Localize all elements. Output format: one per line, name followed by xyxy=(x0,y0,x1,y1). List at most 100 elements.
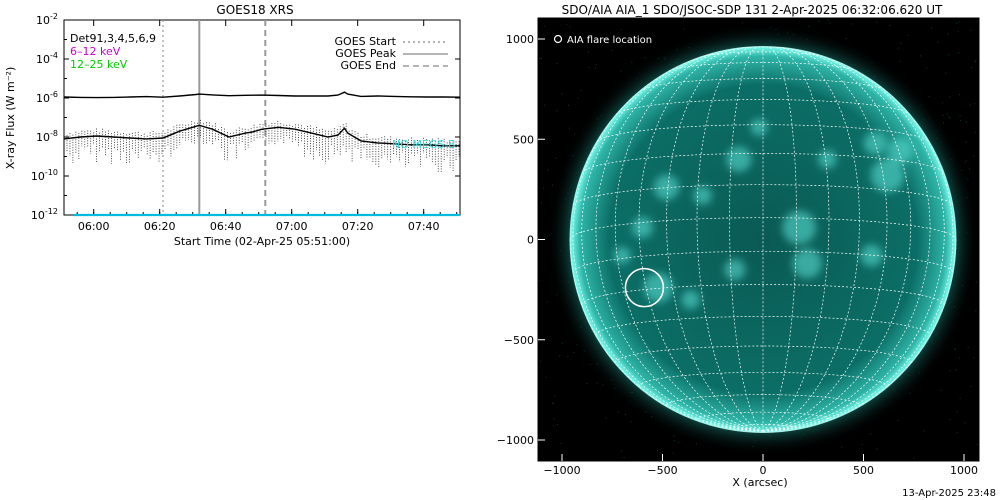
aia-noise-dot xyxy=(587,51,589,53)
aia-noise-dot xyxy=(928,96,930,98)
aia-noise-dot xyxy=(956,411,958,413)
aia-noise-dot xyxy=(620,29,622,31)
aia-noise-dot xyxy=(540,58,542,59)
aia-noise-dot xyxy=(959,115,961,117)
goes-noise-band xyxy=(63,119,460,173)
aia-noise-dot xyxy=(900,42,902,44)
aia-noise-dot xyxy=(861,444,863,446)
aia-noise-dot xyxy=(829,22,831,24)
aia-noise-dot xyxy=(561,93,563,95)
goes-xtick-label: 06:40 xyxy=(210,220,242,233)
aia-bright-region xyxy=(750,118,768,136)
goes-overlay-text: NO MEGS-B xyxy=(392,138,455,151)
aia-noise-dot xyxy=(970,29,972,31)
goes-xtick-label: 07:20 xyxy=(342,220,374,233)
goes-legend-right-label: GOES Peak xyxy=(335,47,396,60)
aia-noise-dot xyxy=(971,67,973,68)
aia-noise-dot xyxy=(949,419,951,421)
aia-bright-region xyxy=(863,131,888,156)
aia-noise-dot xyxy=(870,433,872,435)
aia-noise-dot xyxy=(577,97,579,99)
aia-noise-dot xyxy=(551,402,553,404)
aia-noise-dot xyxy=(959,357,961,359)
aia-noise-dot xyxy=(554,395,556,397)
aia-noise-dot xyxy=(623,457,625,459)
aia-noise-dot xyxy=(954,348,956,350)
aia-bright-region xyxy=(724,259,746,281)
aia-noise-dot xyxy=(959,94,961,96)
aia-noise-dot xyxy=(949,370,951,372)
aia-noise-dot xyxy=(545,376,547,378)
aia-noise-dot xyxy=(946,113,948,115)
goes-ytick-label: 10-6 xyxy=(36,90,58,105)
aia-bright-region xyxy=(643,272,674,303)
aia-noise-dot xyxy=(625,414,626,416)
goes-xtick-label: 07:40 xyxy=(408,220,440,233)
goes-legend-right-label: GOES Start xyxy=(335,35,397,48)
aia-noise-dot xyxy=(937,41,939,43)
aia-noise-dot xyxy=(965,121,967,123)
aia-noise-dot xyxy=(741,22,743,24)
aia-noise-dot xyxy=(954,349,956,351)
goes-legend-left-item: 6–12 keV xyxy=(70,45,121,58)
aia-noise-dot xyxy=(588,66,590,68)
goes-series-line-1 xyxy=(63,124,460,147)
aia-noise-dot xyxy=(631,61,633,63)
aia-noise-dot xyxy=(595,63,597,65)
goes-xlabel: Start Time (02-Apr-25 05:51:00) xyxy=(174,235,350,248)
aia-noise-dot xyxy=(949,117,951,119)
goes-plot-title: GOES18 XRS xyxy=(216,3,293,17)
aia-noise-dot xyxy=(618,411,620,413)
aia-noise-dot xyxy=(560,443,562,445)
aia-noise-dot xyxy=(567,356,569,357)
aia-noise-dot xyxy=(948,54,950,56)
goes-ytick-label: 10-2 xyxy=(36,12,58,27)
aia-noise-dot xyxy=(620,70,622,72)
goes-series-line-0 xyxy=(63,91,461,99)
aia-noise-dot xyxy=(540,360,542,362)
aia-bright-region xyxy=(631,216,653,238)
aia-bright-region xyxy=(860,244,883,267)
aia-noise-dot xyxy=(907,34,909,36)
aia-noise-dot xyxy=(845,38,847,39)
aia-noise-dot xyxy=(573,351,575,353)
aia-noise-dot xyxy=(942,114,944,116)
aia-noise-dot xyxy=(967,346,969,348)
aia-noise-dot xyxy=(553,418,555,420)
aia-noise-dot xyxy=(923,430,925,432)
aia-noise-dot xyxy=(605,417,607,419)
goes-ytick-label: 10-10 xyxy=(31,168,58,183)
aia-noise-dot xyxy=(556,424,558,426)
aia-noise-dot xyxy=(818,20,820,22)
aia-noise-dot xyxy=(552,403,554,405)
goes-xtick-label: 06:20 xyxy=(144,220,176,233)
aia-noise-dot xyxy=(959,397,961,399)
aia-noise-dot xyxy=(808,25,810,27)
aia-noise-dot xyxy=(851,23,853,25)
aia-noise-dot xyxy=(913,457,915,459)
aia-noise-dot xyxy=(620,450,622,452)
aia-noise-dot xyxy=(568,104,569,106)
aia-noise-dot xyxy=(569,127,570,129)
aia-noise-dot xyxy=(978,273,980,274)
aia-noise-dot xyxy=(976,443,978,445)
aia-noise-dot xyxy=(969,104,971,106)
aia-noise-dot xyxy=(976,281,978,283)
goes-xtick-label: 06:00 xyxy=(78,220,110,233)
aia-noise-dot xyxy=(644,57,646,59)
aia-noise-dot xyxy=(958,52,960,54)
goes-plot-frame xyxy=(63,19,461,216)
aia-bright-region xyxy=(782,210,816,245)
goes-ytick-label: 10-4 xyxy=(36,51,58,66)
aia-noise-dot xyxy=(683,28,685,30)
goes-ylabel: X-ray Flux (W m⁻²) xyxy=(4,67,17,169)
aia-noise-dot xyxy=(920,55,922,57)
aia-noise-dot xyxy=(543,187,545,189)
goes-ytick-label: 10-8 xyxy=(36,129,58,144)
aia-noise-dot xyxy=(611,49,613,51)
aia-noise-dot xyxy=(827,19,829,21)
aia-noise-dot xyxy=(630,421,632,423)
aia-bright-region xyxy=(818,150,837,169)
aia-bright-region xyxy=(681,290,700,309)
aia-noise-dot xyxy=(561,342,563,344)
